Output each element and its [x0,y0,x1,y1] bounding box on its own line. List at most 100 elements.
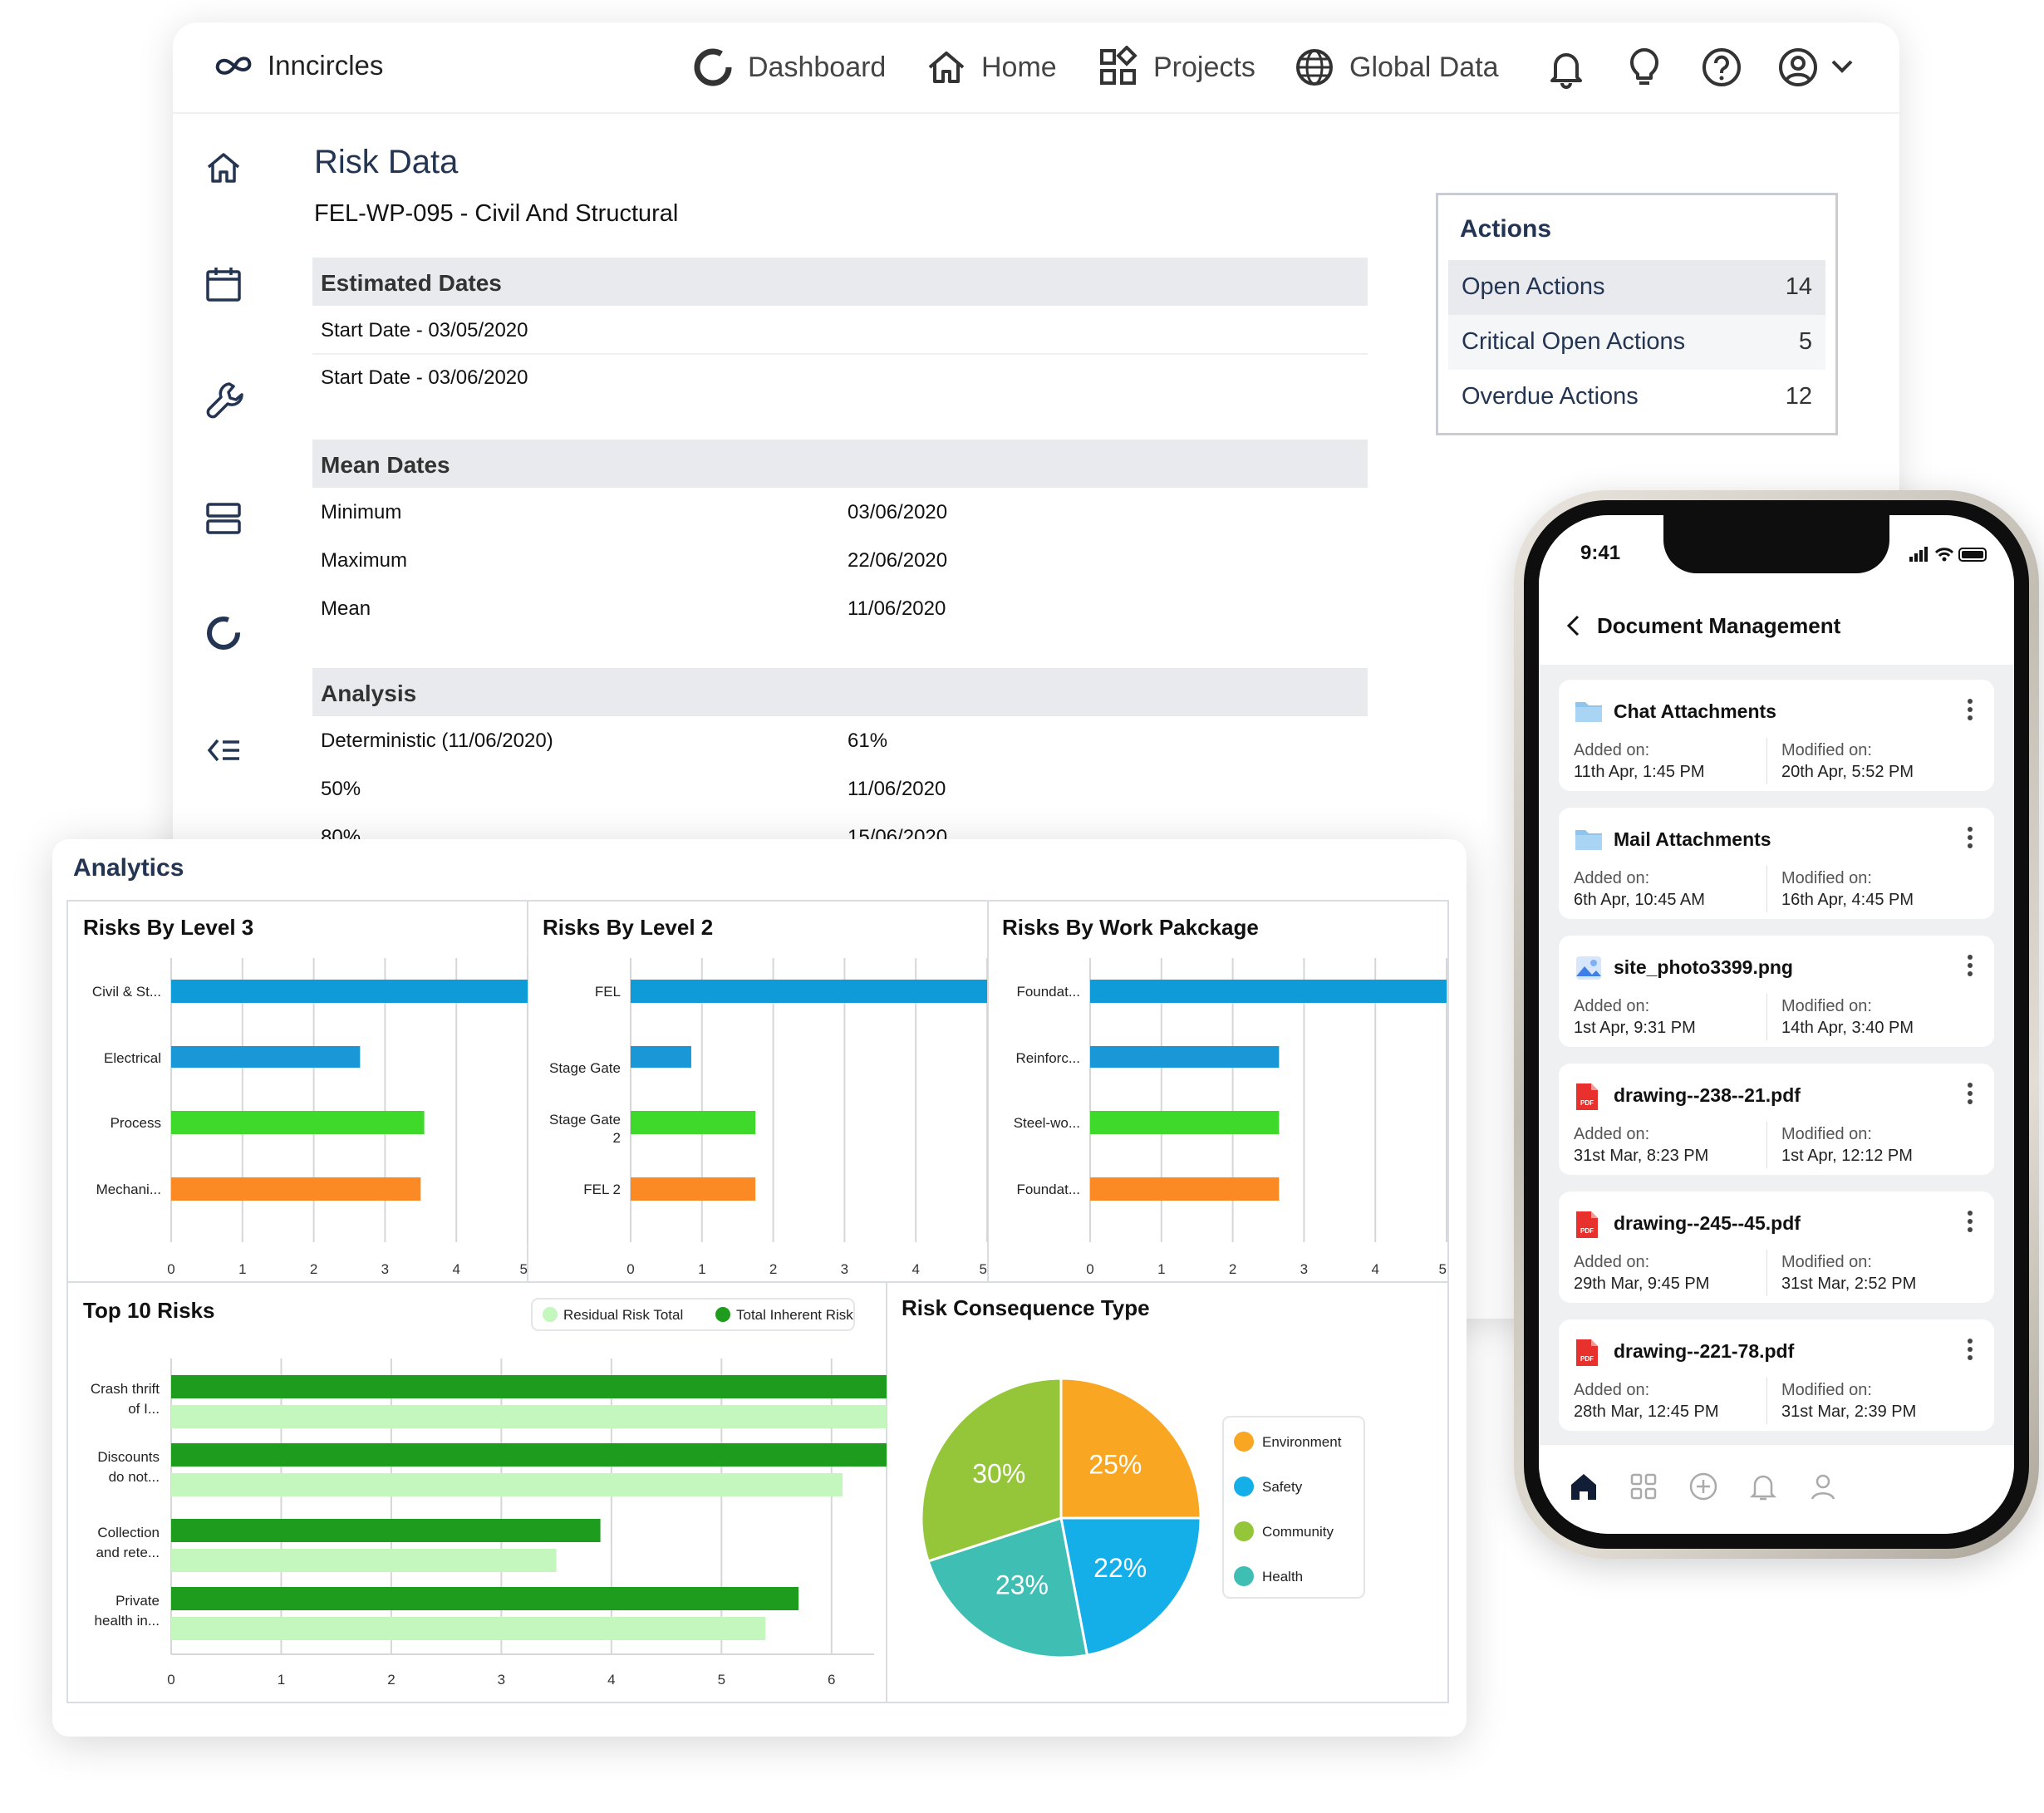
bar-residual[interactable] [171,1549,557,1572]
bar-residual[interactable] [171,1473,843,1496]
logo[interactable]: Inncircles [213,49,383,82]
pie-slice[interactable] [1059,1377,1202,1520]
open-actions-row[interactable]: Open Actions 14 [1448,260,1825,315]
bar[interactable] [171,1046,361,1068]
bar[interactable] [1090,1111,1280,1134]
modified-label: Modified on: [1781,1253,1872,1271]
bar[interactable] [631,1177,756,1201]
bar[interactable] [171,980,528,1003]
modified-label: Modified on: [1781,1381,1872,1399]
mean-row-value: 11/06/2020 [848,597,946,620]
file-card[interactable]: Mail Attachments Added on: 6th Apr, 10:45 … [1559,808,1994,919]
analytics-grid: Risks By Level 3 0 1 2 3 4 5 Civil & St... Elect… [66,900,1449,1703]
bar[interactable] [1090,980,1447,1003]
user-menu-toggle[interactable] [1830,57,1855,76]
file-card[interactable]: PDF drawing--221-78.pdf Added on: 28th Mar,… [1559,1319,1994,1431]
pie-slice[interactable] [926,1516,1089,1659]
tab-add[interactable] [1687,1470,1720,1507]
phone-screen: 9:41 Document Management Chat Attachment… [1539,515,2014,1534]
tick-label: 3 [841,1261,848,1277]
critical-open-actions-row[interactable]: Critical Open Actions 5 [1448,315,1825,370]
logo-text: Inncircles [268,50,384,81]
card-divider [1766,994,1767,1040]
bar-residual[interactable] [171,1617,766,1640]
modified-label: Modified on: [1781,1125,1872,1143]
more-options-icon[interactable] [1966,1338,1974,1361]
bar[interactable] [631,1046,691,1068]
bar[interactable] [1090,1177,1280,1201]
sidebar-dashboard[interactable] [204,614,243,656]
bar-inherent[interactable] [171,1443,887,1467]
calendar-icon [206,268,241,302]
pdf-file-icon: PDF [1576,1083,1598,1110]
sidebar-home[interactable] [204,149,243,191]
pie-slice[interactable] [1059,1516,1202,1657]
bar-inherent[interactable] [171,1587,799,1610]
added-date: 11th Apr, 1:45 PM [1574,763,1705,781]
nav-dashboard[interactable]: Dashboard [691,46,886,89]
bar[interactable] [631,980,987,1003]
tick-label: 4 [911,1261,919,1277]
globe-icon [1296,49,1333,86]
tick-label: 1 [278,1672,285,1688]
pie-label: 22% [1093,1553,1147,1583]
category-label: Crash thrift [91,1381,160,1397]
notifications-button[interactable] [1545,46,1587,89]
added-label: Added on: [1574,1253,1650,1271]
file-card[interactable]: PDF drawing--238--21.pdf Added on: 31st Mar… [1559,1064,1994,1175]
card-divider [1766,866,1767,912]
sidebar-calendar[interactable] [204,265,243,307]
ideas-button[interactable] [1624,46,1665,89]
file-card[interactable]: Chat Attachments Added on: 11th Apr, 1:45 … [1559,680,1994,791]
file-card[interactable]: site_photo3399.png Added on: 1st Apr, 9:31… [1559,936,1994,1047]
pie-slice[interactable] [920,1377,1063,1563]
more-options-icon[interactable] [1966,1210,1974,1233]
chart-title: Risks By Level 2 [543,915,713,940]
file-name: Chat Attachments [1614,700,1776,722]
back-button[interactable] [1564,613,1584,642]
bar[interactable] [631,1111,756,1134]
sidebar-layers[interactable] [204,499,243,542]
sidebar-list[interactable] [204,732,243,774]
help-button[interactable] [1700,46,1743,89]
bar[interactable] [1090,1046,1280,1068]
more-options-icon[interactable] [1966,1082,1974,1105]
bar-inherent[interactable] [171,1375,887,1398]
home-icon [928,52,965,83]
analysis-row-label: 50% [321,778,361,800]
sidebar-tools[interactable] [204,380,246,425]
action-label: Open Actions [1462,273,1605,300]
nav-projects[interactable]: Projects [1097,46,1255,89]
user-menu[interactable] [1776,46,1820,89]
tab-profile[interactable] [1806,1470,1840,1507]
bar-residual[interactable] [171,1405,887,1428]
more-options-icon[interactable] [1966,698,1974,721]
tab-home[interactable] [1567,1470,1600,1507]
nav-home[interactable]: Home [925,46,1057,89]
file-card[interactable]: PDF drawing--245--45.pdf Added on: 29th Mar… [1559,1191,1994,1303]
nav-label: Global Data [1349,51,1499,83]
bar[interactable] [171,1111,425,1134]
more-options-icon[interactable] [1966,954,1974,977]
tab-apps[interactable] [1627,1470,1660,1507]
category-label: 2 [613,1130,621,1146]
category-label: Discounts [97,1449,160,1465]
phone-title: Document Management [1597,613,1841,638]
pdf-badge: PDF [1580,1227,1594,1235]
layers-icon [206,503,241,534]
overdue-actions-row[interactable]: Overdue Actions 12 [1448,370,1825,425]
more-options-icon[interactable] [1966,826,1974,849]
tab-notifications[interactable] [1747,1470,1780,1507]
category-label: and rete... [96,1545,160,1560]
nav-label: Home [981,51,1057,83]
category-label: of I... [128,1401,160,1417]
tick-label: 4 [1371,1261,1378,1277]
phone-frame: 9:41 Document Management Chat Attachment… [1514,490,2039,1559]
legend-label: Safety [1262,1479,1303,1495]
mean-row-label: Minimum [321,501,402,523]
legend-label: Health [1262,1569,1303,1585]
bar-inherent[interactable] [171,1519,601,1542]
nav-global-data[interactable]: Global Data [1293,46,1499,89]
tick-label: 6 [828,1672,835,1688]
bar[interactable] [171,1177,421,1201]
